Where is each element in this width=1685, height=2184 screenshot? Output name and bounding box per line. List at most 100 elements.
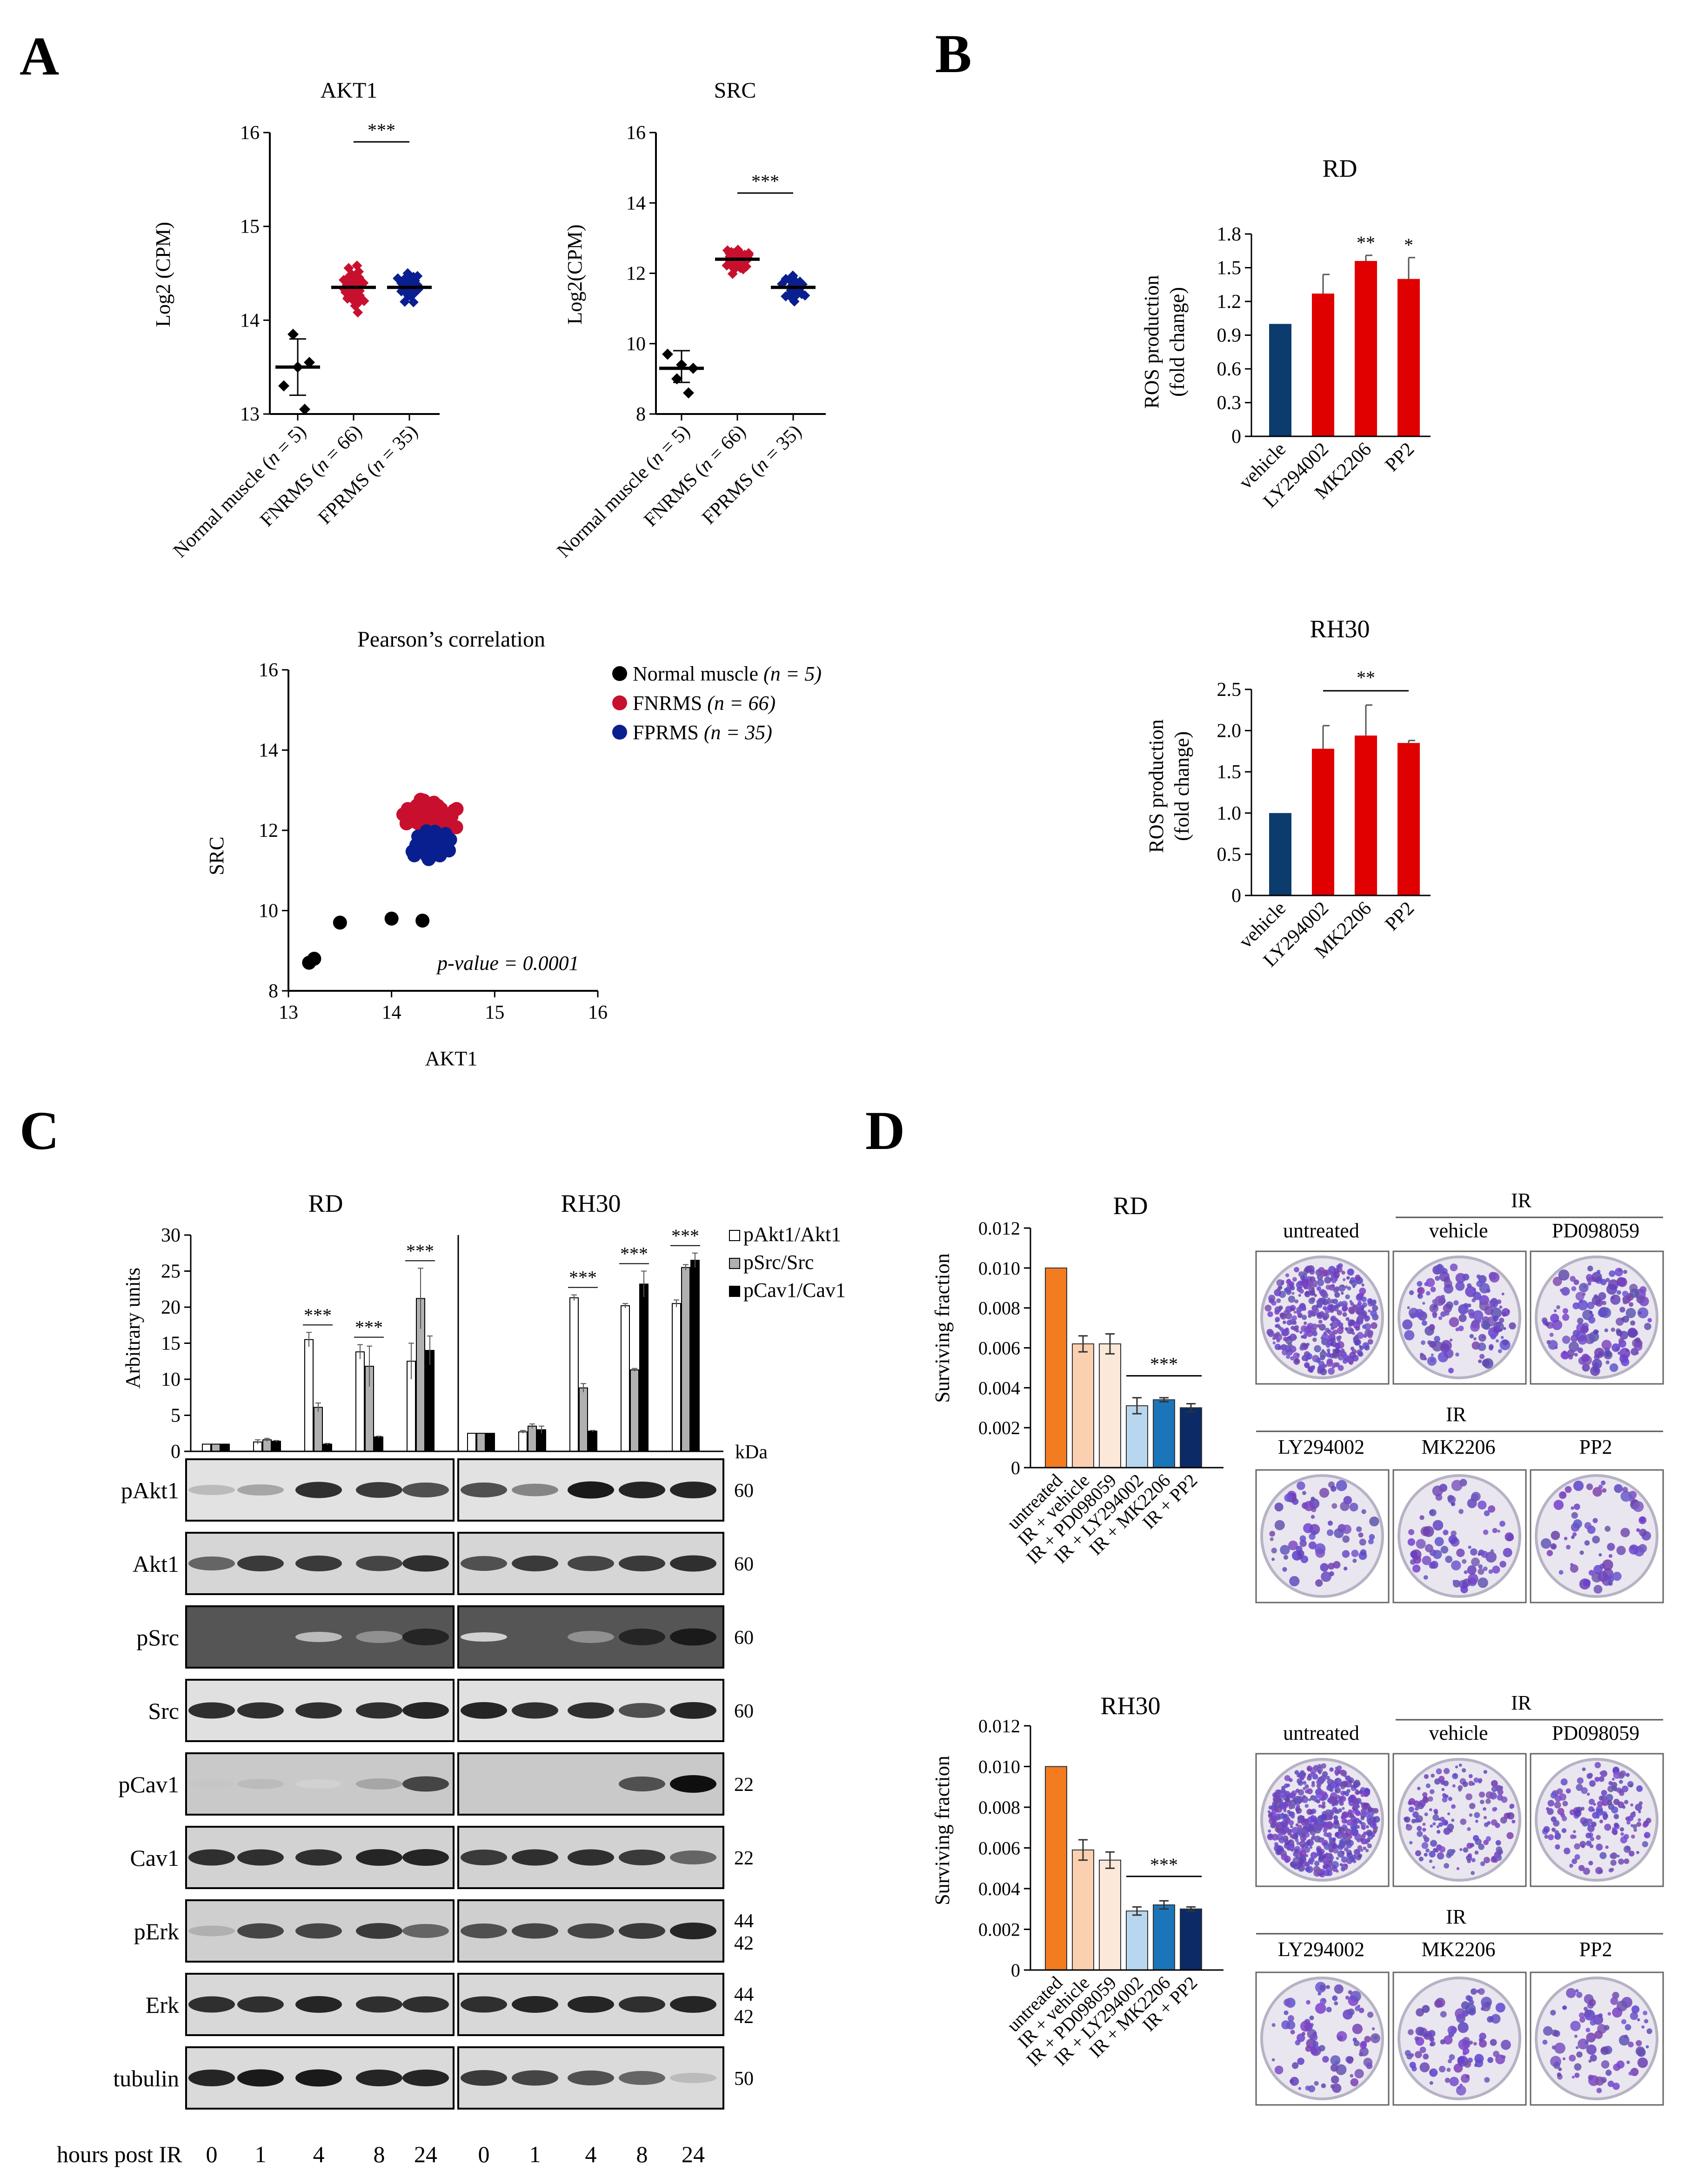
colony [1284, 1344, 1288, 1349]
colony [1491, 1780, 1498, 1787]
colony [1315, 1579, 1323, 1587]
colony [1628, 1295, 1632, 1298]
colony [1430, 1824, 1433, 1828]
colony [1452, 1580, 1456, 1583]
colony [1331, 2075, 1339, 2084]
y-tick-label: 0.006 [978, 1838, 1020, 1859]
colony [1290, 1307, 1294, 1311]
colony [1281, 1812, 1284, 1816]
colony [1276, 1298, 1281, 1303]
colony [1565, 1486, 1572, 1493]
fnrms-point [351, 286, 361, 297]
colony [1558, 1269, 1570, 1281]
colony [1562, 1314, 1570, 1321]
blot-band [356, 1631, 402, 1643]
colony [1355, 1274, 1361, 1281]
colony [1443, 2035, 1453, 2045]
colony [1287, 1829, 1292, 1833]
blot-band [295, 1923, 342, 1939]
colony [1481, 1320, 1490, 1329]
blot-band [670, 1996, 716, 2013]
colony [1453, 1300, 1459, 1306]
colony [1595, 1867, 1603, 1875]
colony [1408, 1529, 1415, 1536]
colony [1330, 2084, 1335, 2089]
colony [1636, 1295, 1645, 1304]
colony [1365, 1825, 1369, 1829]
colony [1297, 1824, 1303, 1830]
colony [1438, 1818, 1441, 1821]
legend-label-fnrms: FNRMS (n = 66) [633, 692, 776, 715]
western-bar [374, 1436, 383, 1452]
colony [1267, 1311, 1273, 1317]
colony [1324, 1859, 1329, 1864]
colony [1342, 1550, 1350, 1558]
colony [1596, 1835, 1601, 1840]
colony [1636, 1528, 1640, 1532]
colony [1294, 1267, 1299, 1273]
colony [1336, 1264, 1341, 1269]
y-tick-label: 0.006 [978, 1338, 1020, 1359]
colony [1281, 1820, 1289, 1828]
colony [1585, 1832, 1591, 1839]
blot-band [512, 1556, 558, 1571]
colony [1444, 1284, 1454, 1294]
colony [1360, 1837, 1364, 1842]
legend-marker-fprms [612, 725, 627, 740]
colony [1372, 1808, 1377, 1812]
western-bar [425, 1350, 435, 1452]
fnrms-point [396, 807, 410, 822]
colony [1327, 1778, 1333, 1785]
colony [1342, 1535, 1350, 1543]
blot-band [619, 1923, 665, 1939]
colony [1326, 2007, 1332, 2012]
colony [1479, 1354, 1485, 1359]
colony [1419, 1515, 1424, 1520]
colony [1451, 1560, 1461, 1570]
y-tick-label: 0.010 [978, 1258, 1020, 1279]
y-tick-label: 2.0 [1217, 721, 1242, 742]
y-tick-label: 0.012 [978, 1716, 1020, 1737]
plate-label: LY294002 [1278, 1938, 1364, 1961]
colony [1356, 1526, 1362, 1532]
colony [1588, 1798, 1595, 1805]
colony [1321, 1763, 1326, 1769]
y-tick-label: 10 [161, 1369, 181, 1390]
blot-band [356, 1849, 402, 1866]
colony [1544, 1834, 1549, 1839]
colony [1340, 1784, 1345, 1790]
blot-band [461, 1850, 507, 1865]
colony [1339, 1801, 1344, 1806]
colony [1357, 1301, 1362, 1306]
colony [1546, 1807, 1550, 1811]
hours-tick: 4 [585, 2141, 597, 2167]
colony [1468, 1288, 1473, 1294]
colony [1273, 1813, 1281, 1821]
y-tick-label: 10 [259, 901, 278, 922]
colony [1467, 1853, 1472, 1858]
colony [1484, 1510, 1490, 1516]
colony [1424, 1544, 1433, 1553]
colony [1495, 1785, 1502, 1791]
colony [1469, 1813, 1473, 1817]
colony [1296, 1307, 1302, 1313]
colony [1331, 1321, 1338, 1329]
survival-rd-ylabel: Surviving fraction [931, 1253, 954, 1403]
colony [1629, 1784, 1633, 1788]
survival-bar [1072, 1849, 1094, 1970]
colony [1321, 1571, 1331, 1582]
colony [1371, 1833, 1375, 1837]
colony [1359, 2047, 1369, 2057]
colony [1633, 1828, 1637, 1832]
colony [1554, 2042, 1565, 2054]
colony [1281, 1802, 1289, 1809]
colony [1359, 2041, 1367, 2049]
colony [1561, 1816, 1567, 1822]
survival-bar [1153, 1904, 1175, 1970]
colony [1343, 1354, 1349, 1361]
colony [1644, 1832, 1651, 1838]
fnrms-point [354, 272, 364, 283]
colony [1320, 1368, 1327, 1376]
colony [1440, 1545, 1449, 1554]
colony [1278, 1285, 1283, 1290]
